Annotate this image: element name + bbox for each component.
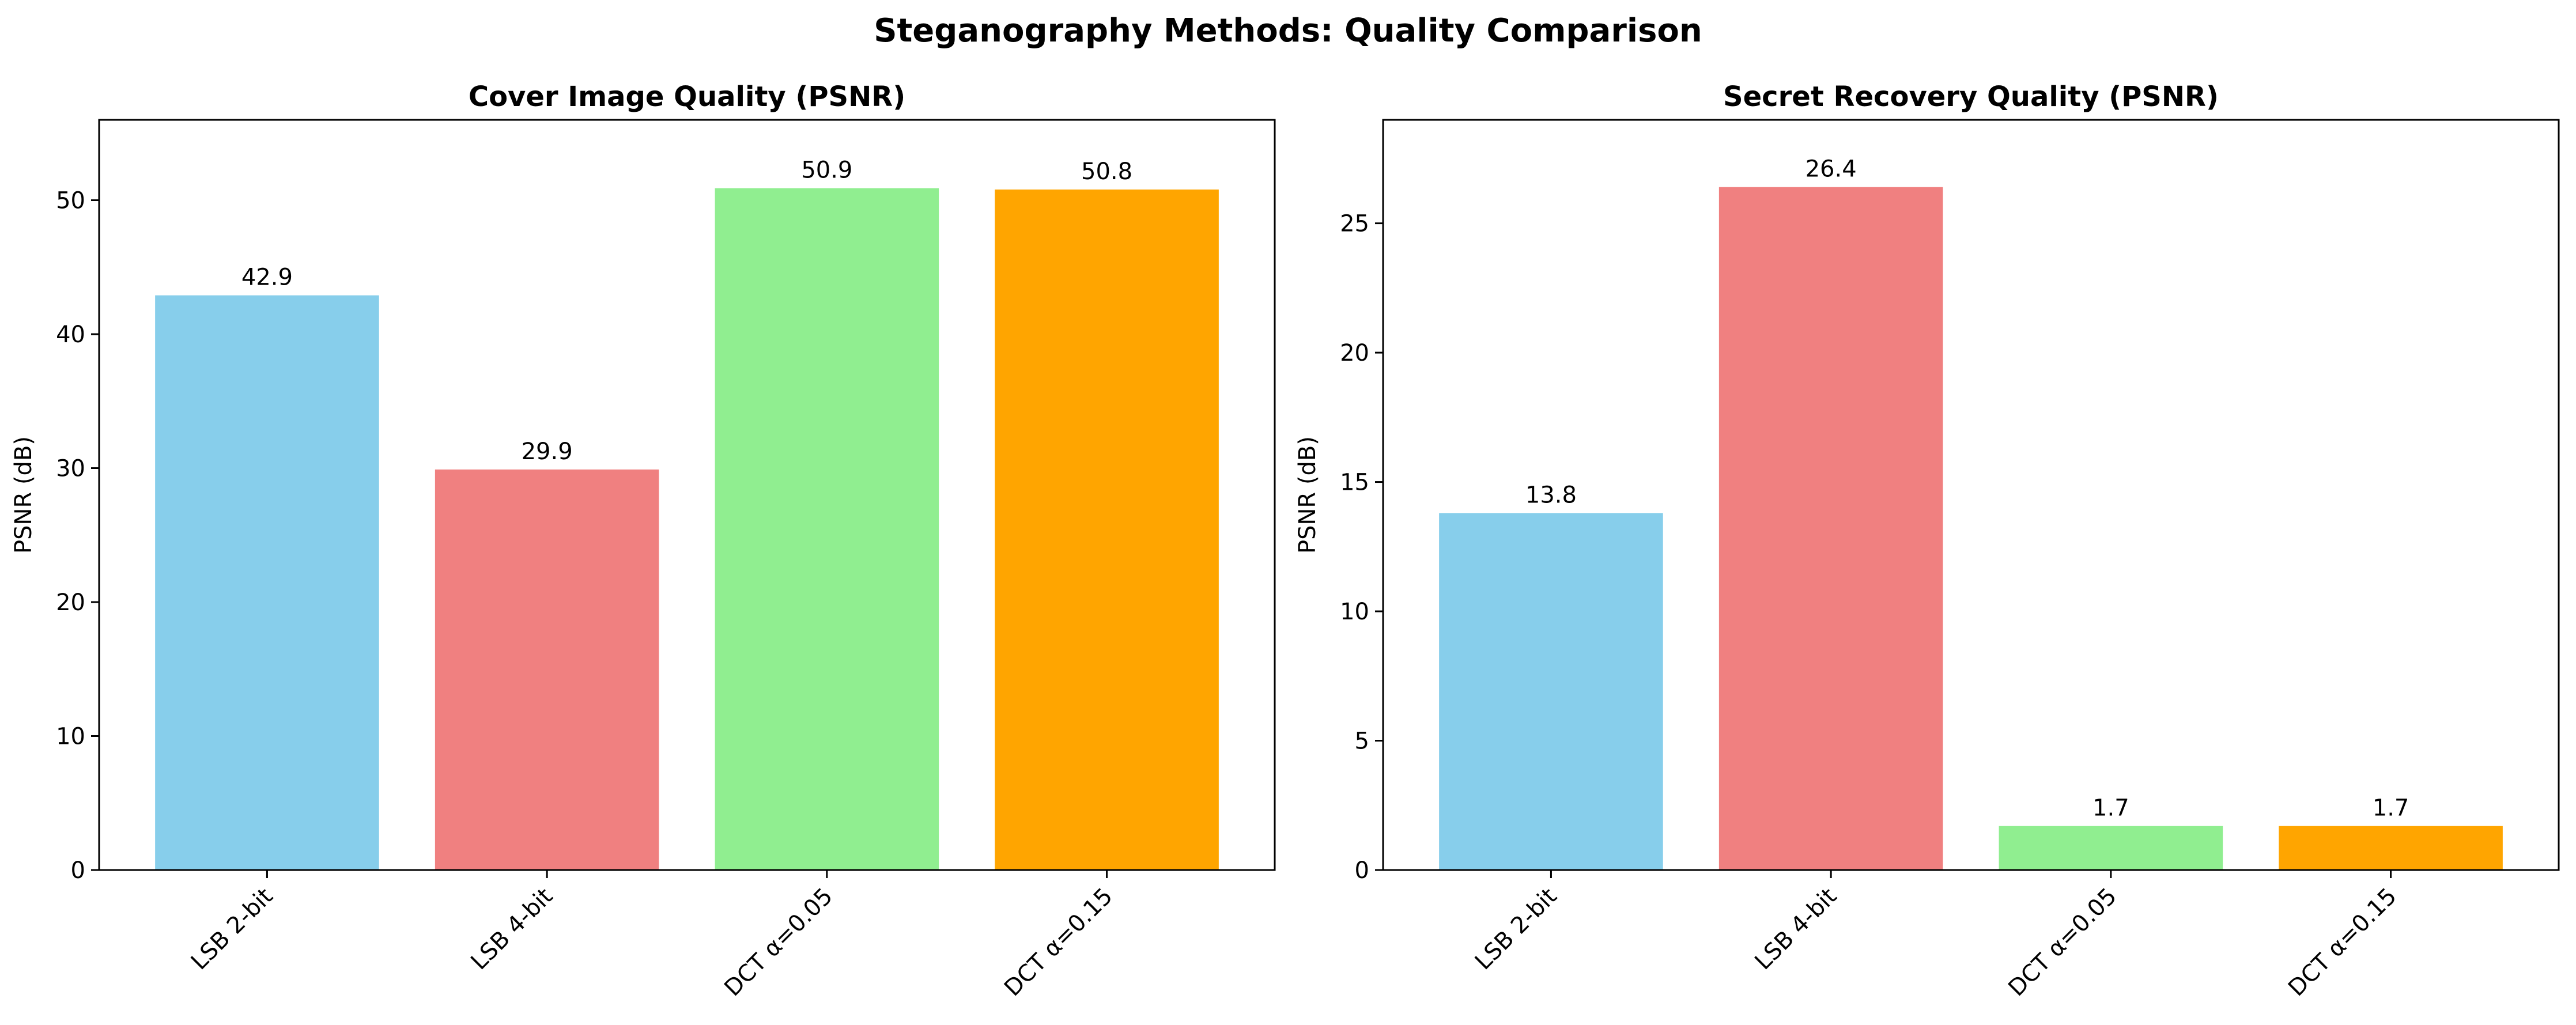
chart-2-ytick-label: 5 bbox=[1355, 728, 1369, 755]
chart-2-xtick-label-4: DCT α=0.15 bbox=[2283, 883, 2402, 1002]
chart-1-xtick-label-1: LSB 2-bit bbox=[186, 883, 278, 975]
chart-2-xtick-label-3: DCT α=0.05 bbox=[2003, 883, 2122, 1002]
chart-1-ylabel: PSNR (dB) bbox=[10, 436, 37, 554]
chart-1-bar-2 bbox=[435, 469, 659, 870]
chart-2-bar-4 bbox=[2279, 826, 2503, 870]
chart-1-bar-label-3: 50.9 bbox=[801, 157, 852, 184]
chart-2-bar-3 bbox=[1999, 826, 2223, 870]
chart-2-bar-label-4: 1.7 bbox=[2373, 795, 2409, 822]
chart-2-bar-1 bbox=[1439, 513, 1663, 870]
chart-2-axes-frame bbox=[1382, 119, 2560, 871]
chart-2: Secret Recovery Quality (PSNR) 13.8 26.4 1.… bbox=[1294, 81, 2560, 1002]
chart-1-bar-3 bbox=[715, 188, 939, 871]
chart-1-xtick-label-3: DCT α=0.05 bbox=[719, 883, 838, 1002]
chart-2-ytick-label: 15 bbox=[1340, 470, 1369, 496]
chart-1-ytick-label: 40 bbox=[56, 322, 85, 348]
chart-1-ytick-label: 30 bbox=[56, 456, 85, 482]
chart-1-axes-frame bbox=[98, 119, 1276, 871]
chart-1-ytick-label: 50 bbox=[56, 188, 85, 214]
chart-1-ytick-label: 10 bbox=[56, 724, 85, 750]
chart-1-xtick-label-2: LSB 4-bit bbox=[466, 883, 558, 975]
chart-2-bar-label-2: 26.4 bbox=[1806, 156, 1857, 183]
chart-1-bar-label-1: 42.9 bbox=[241, 264, 293, 291]
chart-2-xtick-label-1: LSB 2-bit bbox=[1470, 883, 1562, 975]
chart-2-bar-label-3: 1.7 bbox=[2092, 795, 2129, 822]
chart-2-ytick-label: 25 bbox=[1340, 211, 1369, 237]
chart-1-ytick-label: 0 bbox=[71, 857, 85, 884]
chart-1-title: Cover Image Quality (PSNR) bbox=[469, 81, 905, 113]
chart-2-ytick-label: 0 bbox=[1355, 857, 1369, 884]
chart-1-xtick-label-4: DCT α=0.15 bbox=[999, 883, 1118, 1002]
chart-1-ytick-label: 20 bbox=[56, 589, 85, 616]
chart-2-title: Secret Recovery Quality (PSNR) bbox=[1723, 81, 2219, 113]
chart-1-bar-label-4: 50.8 bbox=[1081, 158, 1132, 185]
chart-2-ylabel: PSNR (dB) bbox=[1294, 436, 1321, 554]
chart-1-bar-1 bbox=[155, 295, 379, 870]
chart-1-bar-label-2: 29.9 bbox=[522, 438, 573, 465]
chart-2-ytick-label: 10 bbox=[1340, 599, 1369, 625]
chart-1: Cover Image Quality (PSNR) 42.9 29.9 50.9 50… bbox=[10, 81, 1276, 1002]
chart-2-bar-2 bbox=[1718, 187, 1943, 870]
chart-2-bar-label-1: 13.8 bbox=[1525, 482, 1577, 508]
chart-1-bar-4 bbox=[995, 189, 1219, 870]
chart-2-ytick-label: 20 bbox=[1340, 340, 1369, 366]
figure-title: Steganography Methods: Quality Compariso… bbox=[874, 12, 1702, 50]
chart-2-xtick-label-2: LSB 4-bit bbox=[1750, 883, 1842, 975]
